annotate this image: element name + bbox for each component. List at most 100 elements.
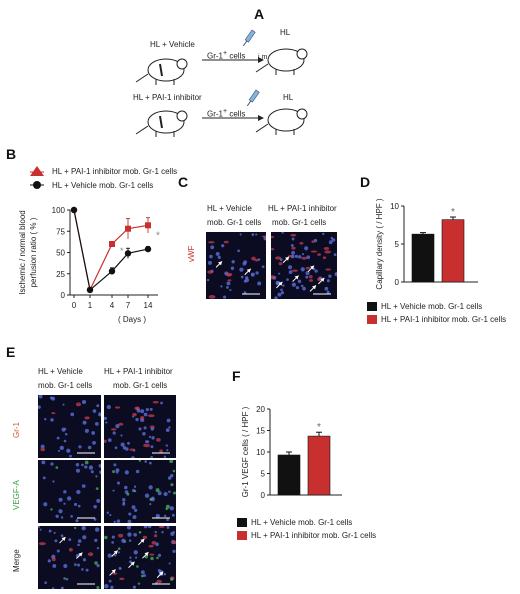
nucleus-dot <box>44 417 47 421</box>
green-signal <box>173 491 176 495</box>
nucleus-dot <box>169 506 174 511</box>
y-axis-label: Capillary density ( / HPF ) <box>375 198 384 289</box>
nucleus-dot <box>326 279 330 283</box>
nucleus-dot <box>165 428 170 433</box>
e-col2-title: HL + PAI-1 inhibitor <box>104 367 173 376</box>
arrow-icon <box>285 256 290 261</box>
nucleus-dot <box>93 504 97 509</box>
nucleus-dot <box>116 519 121 523</box>
nucleus-dot <box>38 395 43 399</box>
triangle-marker-icon <box>30 166 44 176</box>
nucleus-dot <box>305 275 309 279</box>
nucleus-dot <box>95 475 98 478</box>
nucleus-dot <box>288 265 293 270</box>
nucleus-dot <box>77 543 80 547</box>
nucleus-dot <box>47 559 51 563</box>
nucleus-dot <box>124 470 129 475</box>
nucleus-dot <box>63 490 67 494</box>
mouse-icon <box>255 108 308 135</box>
nucleus-dot <box>167 476 172 480</box>
d-legend-text-1: HL + Vehicle mob. Gr-1 cells <box>381 302 483 311</box>
nucleus-dot <box>166 518 169 522</box>
nucleus-dot <box>112 489 115 492</box>
nucleus-dot <box>135 469 140 474</box>
b-legend-text-2: HL + Vehicle mob. Gr-1 cells <box>52 181 154 190</box>
nucleus-dot <box>143 426 147 430</box>
nucleus-dot <box>123 539 127 543</box>
nucleus-dot <box>306 255 311 260</box>
b-legend-item-1: HL + PAI-1 inhibitor mob. Gr-1 cells <box>30 166 220 177</box>
nucleus-dot <box>110 585 114 589</box>
green-signal <box>165 504 170 509</box>
nucleus-dot <box>143 574 147 577</box>
b-legend-text-1: HL + PAI-1 inhibitor mob. Gr-1 cells <box>52 167 178 176</box>
nucleus-dot <box>58 497 63 502</box>
red-signal <box>134 406 140 411</box>
nucleus-dot <box>304 246 309 251</box>
nucleus-dot <box>98 464 101 468</box>
nucleus-dot <box>69 454 72 458</box>
nucleus-dot <box>117 551 120 554</box>
nucleus-dot <box>94 527 100 532</box>
red-signal <box>261 235 266 238</box>
nucleus-dot <box>128 512 132 516</box>
y-tick-label: 10 <box>256 448 265 457</box>
nucleus-dot <box>229 288 232 292</box>
y-axis-label-line2: perfusion ratio ( % ) <box>29 217 38 287</box>
nucleus-dot <box>277 292 282 297</box>
nucleus-dot <box>291 250 295 255</box>
a-injection-label: i.m <box>258 54 268 61</box>
nucleus-dot <box>104 583 109 589</box>
y-axis-label-line1: Ischemic / normal blood <box>18 210 27 294</box>
y-tick-label: 20 <box>256 405 265 414</box>
nucleus-dot <box>298 255 302 259</box>
nucleus-dot <box>215 251 220 256</box>
red-signal <box>112 572 118 575</box>
nucleus-dot <box>150 445 154 449</box>
red-signal <box>132 412 137 417</box>
nucleus-dot <box>144 493 150 498</box>
x-tick-label: 7 <box>126 301 131 310</box>
red-signal <box>287 254 294 258</box>
e-row-label-gr1: Gr-1 <box>12 422 21 438</box>
nucleus-dot <box>140 409 145 414</box>
arrow-icon <box>312 285 317 290</box>
nucleus-dot <box>77 504 81 508</box>
green-signal <box>156 556 159 560</box>
nucleus-dot <box>55 514 59 519</box>
data-point <box>70 206 78 214</box>
nucleus-dot <box>120 442 125 447</box>
f-legend-swatch-2 <box>237 531 247 540</box>
nucleus-dot <box>135 417 139 422</box>
nucleus-dot <box>166 526 170 529</box>
nucleus-dot <box>106 405 111 410</box>
arrow-icon <box>278 281 283 286</box>
green-signal <box>134 490 137 493</box>
e-micrograph-gr1-vehicle <box>38 395 101 458</box>
nucleus-dot <box>170 531 175 536</box>
x-tick-label: 4 <box>110 301 115 310</box>
nucleus-dot <box>38 526 41 528</box>
e-col1-subtitle: mob. Gr-1 cells <box>38 381 93 390</box>
nucleus-dot <box>239 267 244 272</box>
significance-star: * <box>451 207 455 218</box>
nucleus-dot <box>66 448 71 453</box>
nucleus-dot <box>157 491 162 496</box>
mouse-icon <box>135 58 188 85</box>
e-col1-title: HL + Vehicle <box>38 367 83 376</box>
nucleus-dot <box>75 462 80 467</box>
nucleus-dot <box>148 435 152 439</box>
mouse-icon <box>135 110 188 137</box>
nucleus-dot <box>312 267 316 271</box>
red-signal <box>274 256 282 260</box>
green-signal <box>117 547 121 551</box>
green-signal <box>63 577 66 580</box>
nucleus-dot <box>132 415 135 418</box>
red-signal <box>290 233 297 237</box>
nucleus-dot <box>113 463 117 467</box>
nucleus-dot <box>324 286 329 291</box>
nucleus-dot <box>231 260 235 264</box>
b-legend-item-2: HL + Vehicle mob. Gr-1 cells <box>30 180 220 191</box>
green-signal <box>150 556 154 561</box>
panel-a-label: A <box>254 6 265 22</box>
